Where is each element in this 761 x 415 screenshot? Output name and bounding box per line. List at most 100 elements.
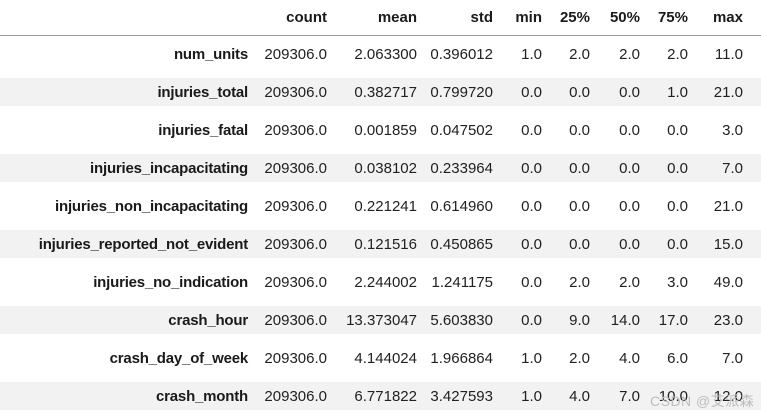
table-row: crash_day_of_week 209306.0 4.144024 1.96686…	[0, 339, 761, 377]
value-cell: 1.966864	[430, 349, 493, 367]
value-cell: 2.244002	[354, 273, 417, 291]
value-cell: 3.0	[722, 121, 743, 139]
value-cell: 0.0	[521, 197, 542, 215]
value-cell: 17.0	[640, 301, 688, 339]
value-cell: 209306.0	[248, 225, 327, 263]
column-header-min: min	[493, 0, 542, 36]
value-cell: 11.0	[714, 45, 743, 63]
value-cell: 209306.0	[248, 377, 327, 415]
row-label: num_units	[173, 45, 248, 63]
value-cell: 0.0	[542, 73, 590, 111]
column-header-50pct: 50%	[590, 0, 640, 36]
value-cell: 0.0	[493, 149, 542, 187]
value-cell: 0.001859	[354, 121, 417, 139]
value-cell: 2.0	[569, 349, 590, 367]
value-cell: 0.0	[542, 225, 590, 263]
value-cell: 4.0	[542, 377, 590, 415]
value-cell: 209306.0	[264, 197, 327, 215]
value-cell: 0.233964	[417, 149, 493, 187]
table-row: crash_hour 209306.0 13.373047 5.603830 0.0 9.…	[0, 301, 761, 339]
value-cell: 0.0	[590, 73, 640, 111]
table-row: injuries_non_incapacitating 209306.0 0.221…	[0, 187, 761, 225]
value-cell: 2.0	[619, 273, 640, 291]
value-cell: 0.0	[640, 225, 688, 263]
value-cell: 0.396012	[430, 45, 493, 63]
value-cell: 6.771822	[327, 377, 417, 415]
value-cell: 209306.0	[264, 273, 327, 291]
value-cell: 0.0	[619, 121, 640, 139]
value-cell: 2.0	[569, 45, 590, 63]
header-row: count mean std min 25% 50% 75% max	[0, 0, 761, 36]
table-row: injuries_reported_not_evident 209306.0 0.1…	[0, 225, 761, 263]
value-cell: 7.0	[590, 377, 640, 415]
row-label: injuries_total	[0, 73, 248, 111]
value-cell: 3.0	[667, 273, 688, 291]
value-cell: 13.373047	[327, 301, 417, 339]
value-cell: 0.0	[590, 225, 640, 263]
value-cell: 5.603830	[417, 301, 493, 339]
index-column-header	[0, 0, 248, 36]
value-cell: 0.0	[493, 73, 542, 111]
value-cell: 2.0	[667, 45, 688, 63]
value-cell: 10.0	[640, 377, 688, 415]
value-cell: 0.450865	[417, 225, 493, 263]
value-cell: 14.0	[590, 301, 640, 339]
table-row: injuries_total 209306.0 0.382717 0.799720 0.…	[0, 73, 761, 111]
value-cell: 1.241175	[431, 273, 493, 291]
value-cell: 2.0	[619, 45, 640, 63]
table-body: num_units 209306.0 2.063300 0.396012 1.0 2.0 2…	[0, 35, 761, 415]
column-header-count: count	[248, 0, 327, 36]
value-cell: 1.0	[493, 377, 542, 415]
column-header-std: std	[417, 0, 493, 36]
value-cell: 0.0	[640, 149, 688, 187]
value-cell: 1.0	[521, 349, 542, 367]
row-label: crash_hour	[0, 301, 248, 339]
value-cell: 0.382717	[327, 73, 417, 111]
value-cell: 21.0	[688, 73, 761, 111]
value-cell: 4.144024	[354, 349, 417, 367]
row-label: injuries_non_incapacitating	[55, 197, 248, 215]
value-cell: 0.0	[493, 225, 542, 263]
value-cell: 0.0	[569, 197, 590, 215]
row-label: injuries_incapacitating	[0, 149, 248, 187]
value-cell: 209306.0	[264, 45, 327, 63]
row-label: injuries_reported_not_evident	[0, 225, 248, 263]
value-cell: 7.0	[722, 349, 743, 367]
column-header-75pct: 75%	[640, 0, 688, 36]
value-cell: 7.0	[688, 149, 761, 187]
table-row: injuries_incapacitating 209306.0 0.038102 0…	[0, 149, 761, 187]
row-label: injuries_fatal	[158, 121, 248, 139]
value-cell: 2.063300	[354, 45, 417, 63]
value-cell: 0.047502	[430, 121, 493, 139]
value-cell: 209306.0	[264, 121, 327, 139]
value-cell: 0.0	[569, 121, 590, 139]
value-cell: 0.038102	[327, 149, 417, 187]
value-cell: 0.799720	[417, 73, 493, 111]
value-cell: 0.0	[521, 121, 542, 139]
column-header-mean: mean	[327, 0, 417, 36]
value-cell: 0.0	[542, 149, 590, 187]
row-label: injuries_no_indication	[93, 273, 248, 291]
value-cell: 0.0	[619, 197, 640, 215]
value-cell: 15.0	[688, 225, 761, 263]
value-cell: 0.121516	[327, 225, 417, 263]
value-cell: 209306.0	[248, 149, 327, 187]
column-header-max: max	[688, 0, 761, 36]
value-cell: 0.0	[667, 197, 688, 215]
table-row: injuries_no_indication 209306.0 2.244002 1.…	[0, 263, 761, 301]
value-cell: 209306.0	[248, 73, 327, 111]
table-row: crash_month 209306.0 6.771822 3.427593 1.0 4.…	[0, 377, 761, 415]
value-cell: 3.427593	[417, 377, 493, 415]
value-cell: 1.0	[640, 73, 688, 111]
table-header: count mean std min 25% 50% 75% max	[0, 0, 761, 36]
table-row: injuries_fatal 209306.0 0.001859 0.047502 0.…	[0, 111, 761, 149]
value-cell: 6.0	[667, 349, 688, 367]
row-label: crash_day_of_week	[109, 349, 249, 367]
value-cell: 0.0	[667, 121, 688, 139]
table-row: num_units 209306.0 2.063300 0.396012 1.0 2.0 2…	[0, 35, 761, 73]
value-cell: 2.0	[569, 273, 590, 291]
value-cell: 4.0	[619, 349, 640, 367]
value-cell: 49.0	[713, 273, 743, 291]
